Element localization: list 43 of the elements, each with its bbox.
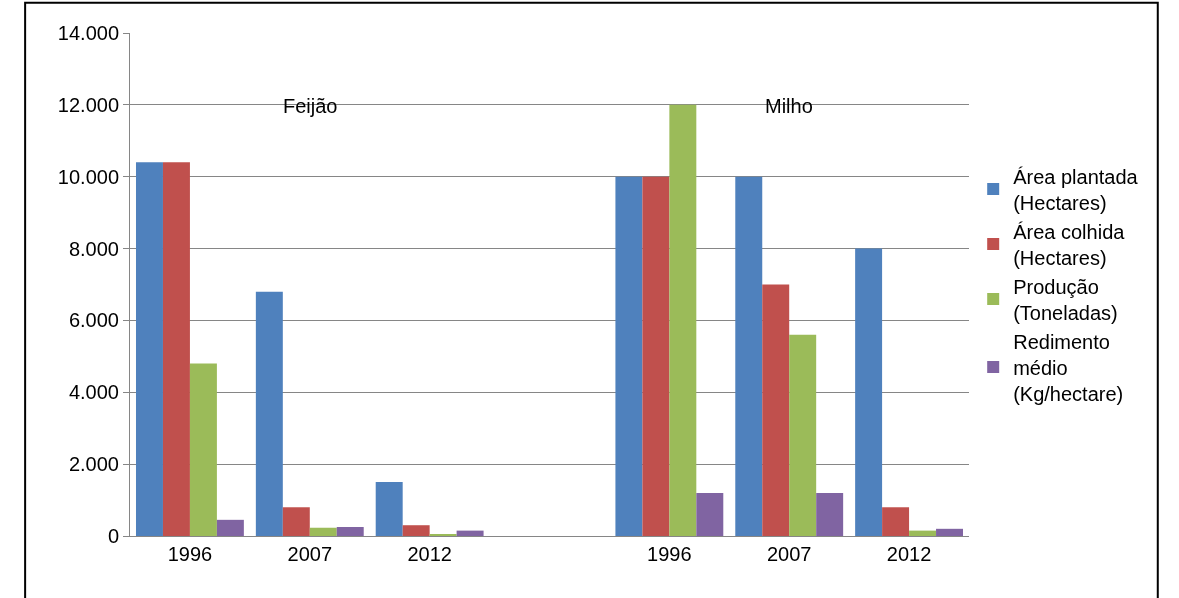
bar [189,363,217,536]
annotation: Milho [765,95,813,117]
x-tick-label: 2012 [407,543,452,565]
bar [216,519,244,536]
bar [909,530,937,536]
x-tick-label: 1996 [647,543,692,565]
y-tick-label: 4.000 [68,381,119,404]
bar [375,482,403,536]
bar [162,162,190,536]
y-tick-label: 6.000 [68,309,119,332]
bar [456,530,484,536]
bar [255,291,283,536]
bar [282,507,310,536]
bar [642,176,670,536]
legend-label: Produção (Toneladas) [1013,275,1118,324]
bar [696,492,724,536]
bar [336,527,364,536]
bar [936,528,964,536]
y-tick-label: 0 [107,525,119,547]
bar [762,284,790,536]
bar [309,527,337,536]
annotation: Feijão [283,95,338,117]
bar [789,334,817,536]
bar [882,507,910,536]
bar [855,248,883,536]
y-tick-label: 2.000 [68,453,119,476]
x-tick-label: 1996 [167,543,213,565]
bar [669,104,697,536]
y-tick-label: 8.000 [68,237,119,260]
legend-label: Área plantada (Hectares) [1013,165,1139,214]
bar [135,162,163,536]
bar [816,492,844,536]
bar [615,176,643,536]
x-tick-label: 2007 [287,543,333,565]
bar [735,176,763,536]
x-tick-label: 2012 [886,543,932,565]
bar [402,525,430,536]
y-tick-label: 14.000 [57,22,119,44]
x-tick-label: 2007 [766,543,812,565]
legend-label: Redimento médio (Kg/hectare) [1013,330,1124,405]
y-tick-label: 10.000 [57,165,119,188]
y-tick-label: 12.000 [57,93,119,116]
legend-label: Área colhida (Hectares) [1013,220,1126,269]
